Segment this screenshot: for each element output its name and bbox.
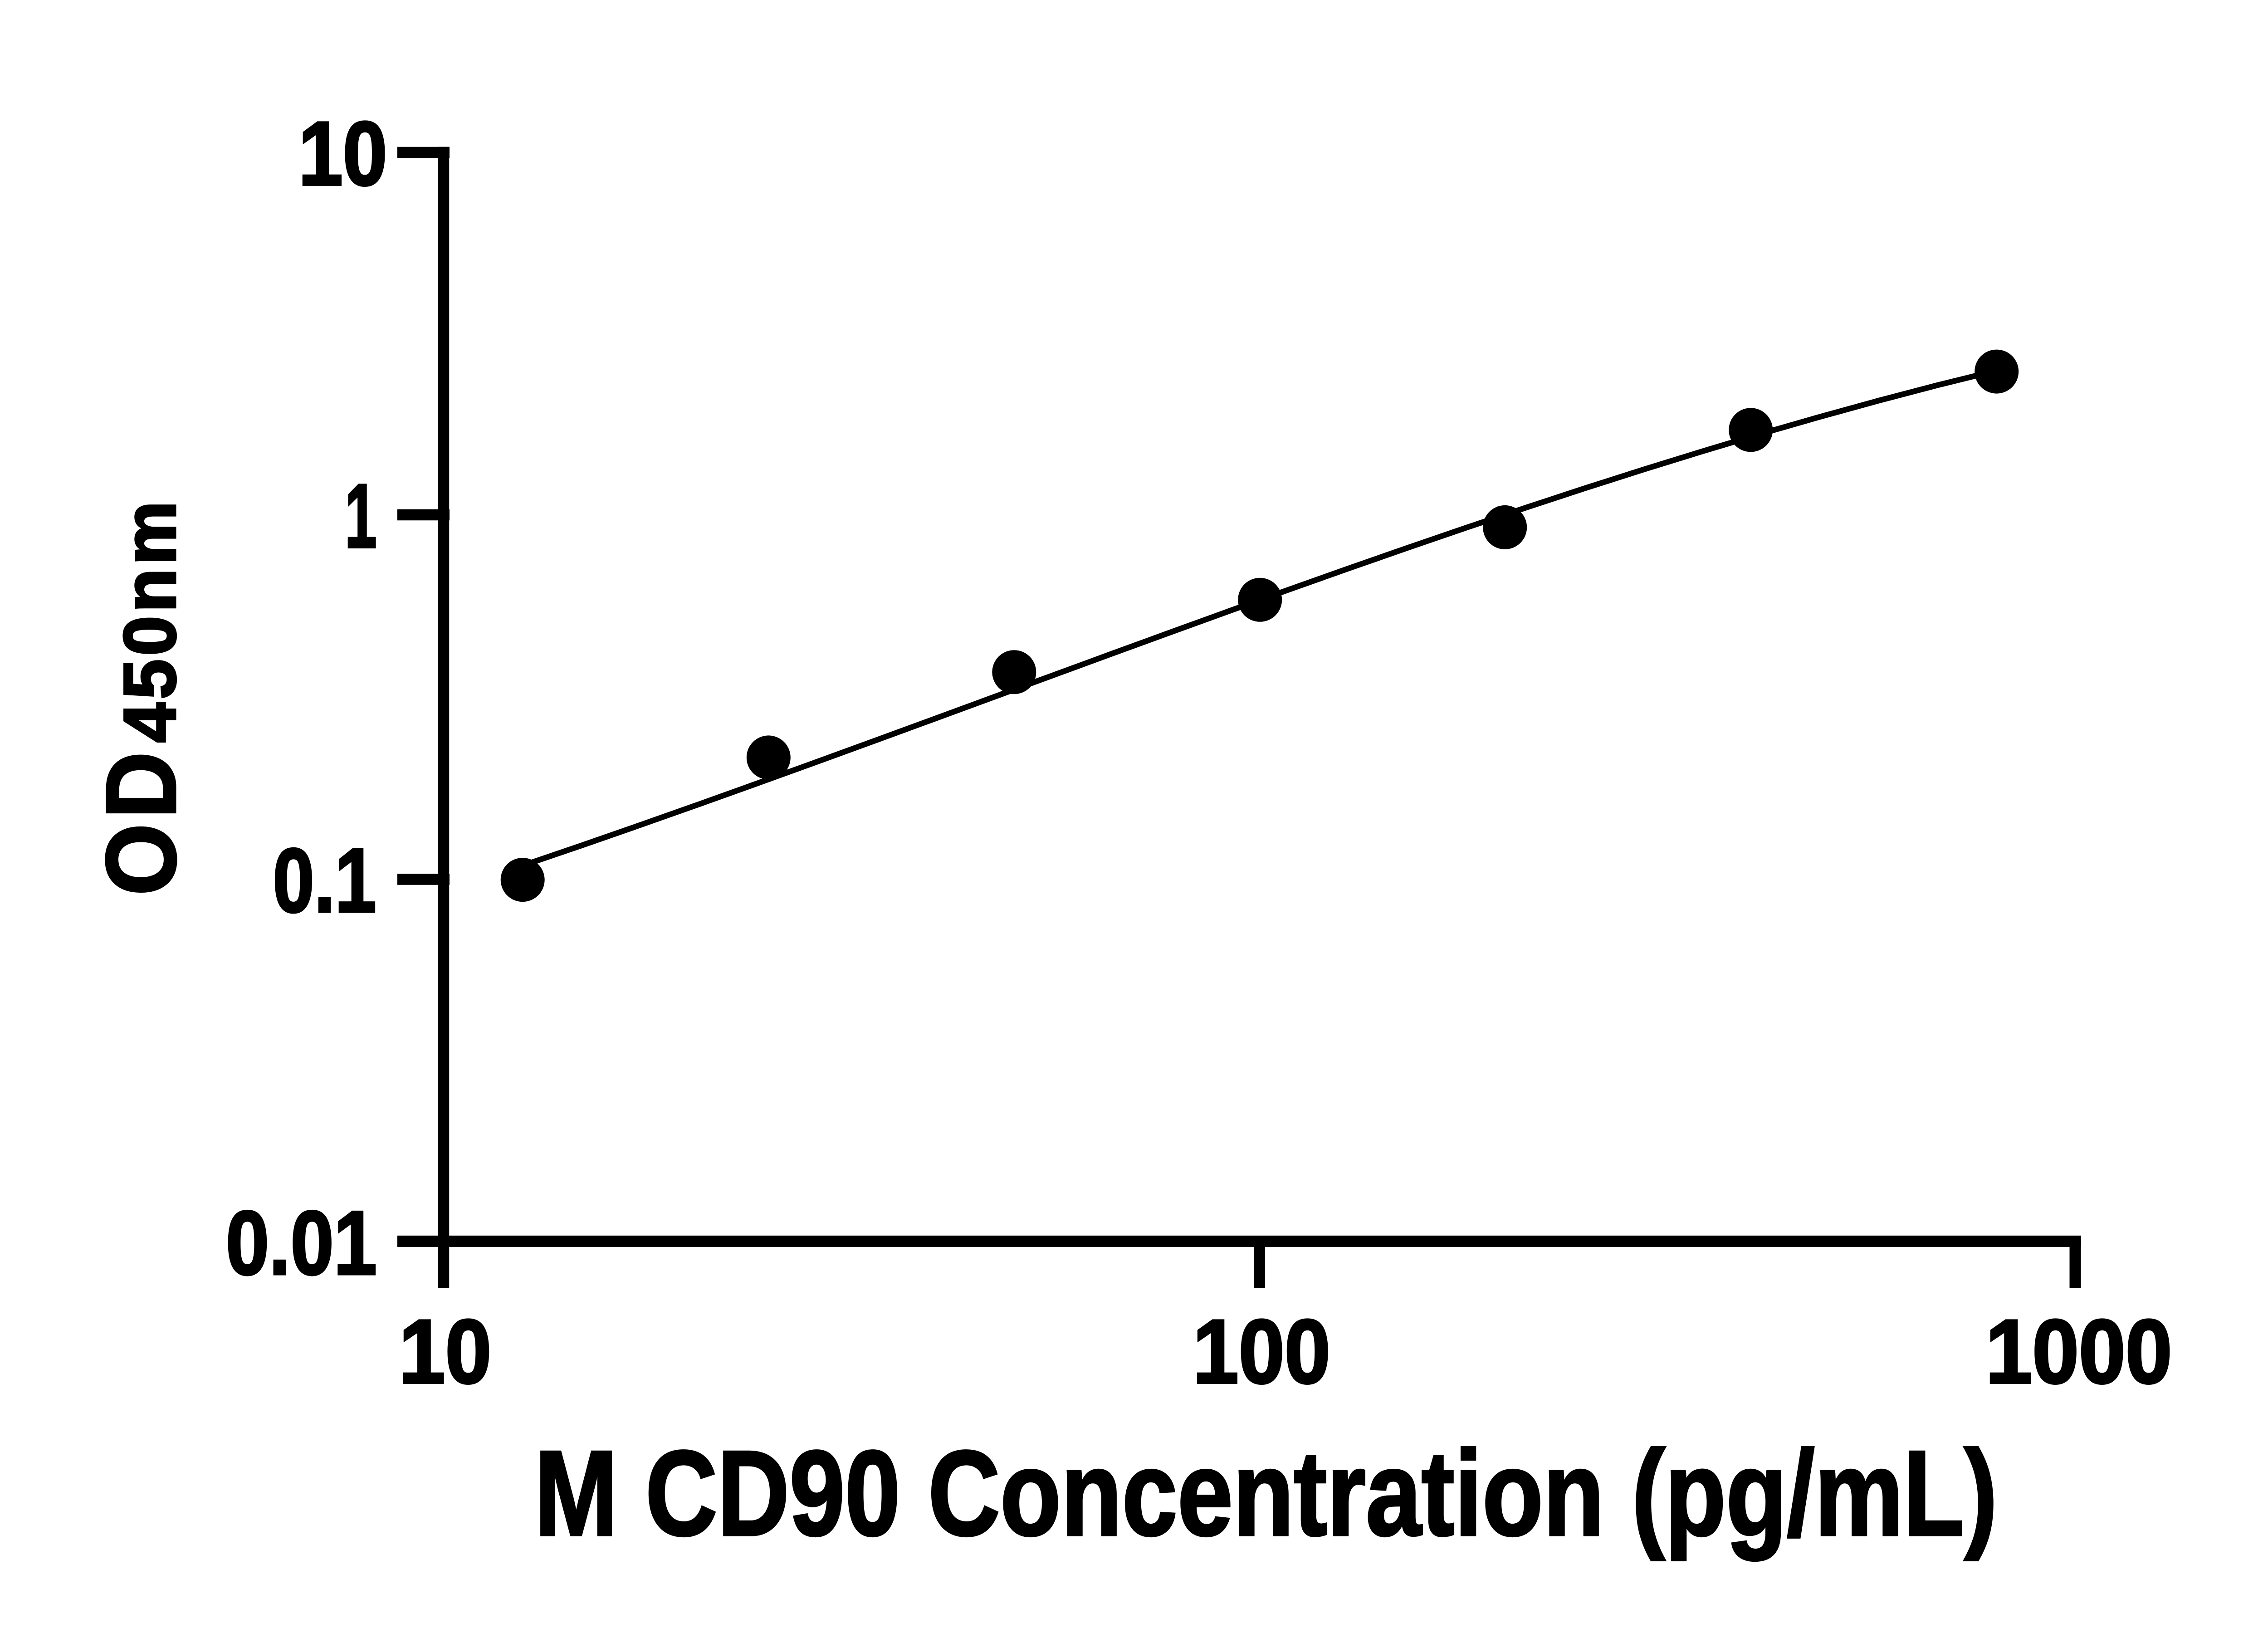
svg-text:1000: 1000 bbox=[1985, 1301, 2172, 1402]
svg-text:OD: OD bbox=[86, 747, 196, 895]
svg-text:10: 10 bbox=[399, 1301, 492, 1402]
svg-text:1: 1 bbox=[345, 466, 376, 567]
svg-text:100: 100 bbox=[1193, 1301, 1330, 1403]
svg-text:10: 10 bbox=[298, 103, 387, 204]
svg-text:450nm: 450nm bbox=[108, 498, 191, 743]
svg-text:0.1: 0.1 bbox=[273, 830, 376, 931]
svg-text:M CD90 Concentration (pg/mL): M CD90 Concentration (pg/mL) bbox=[534, 1426, 1997, 1561]
svg-text:0.01: 0.01 bbox=[226, 1193, 377, 1294]
